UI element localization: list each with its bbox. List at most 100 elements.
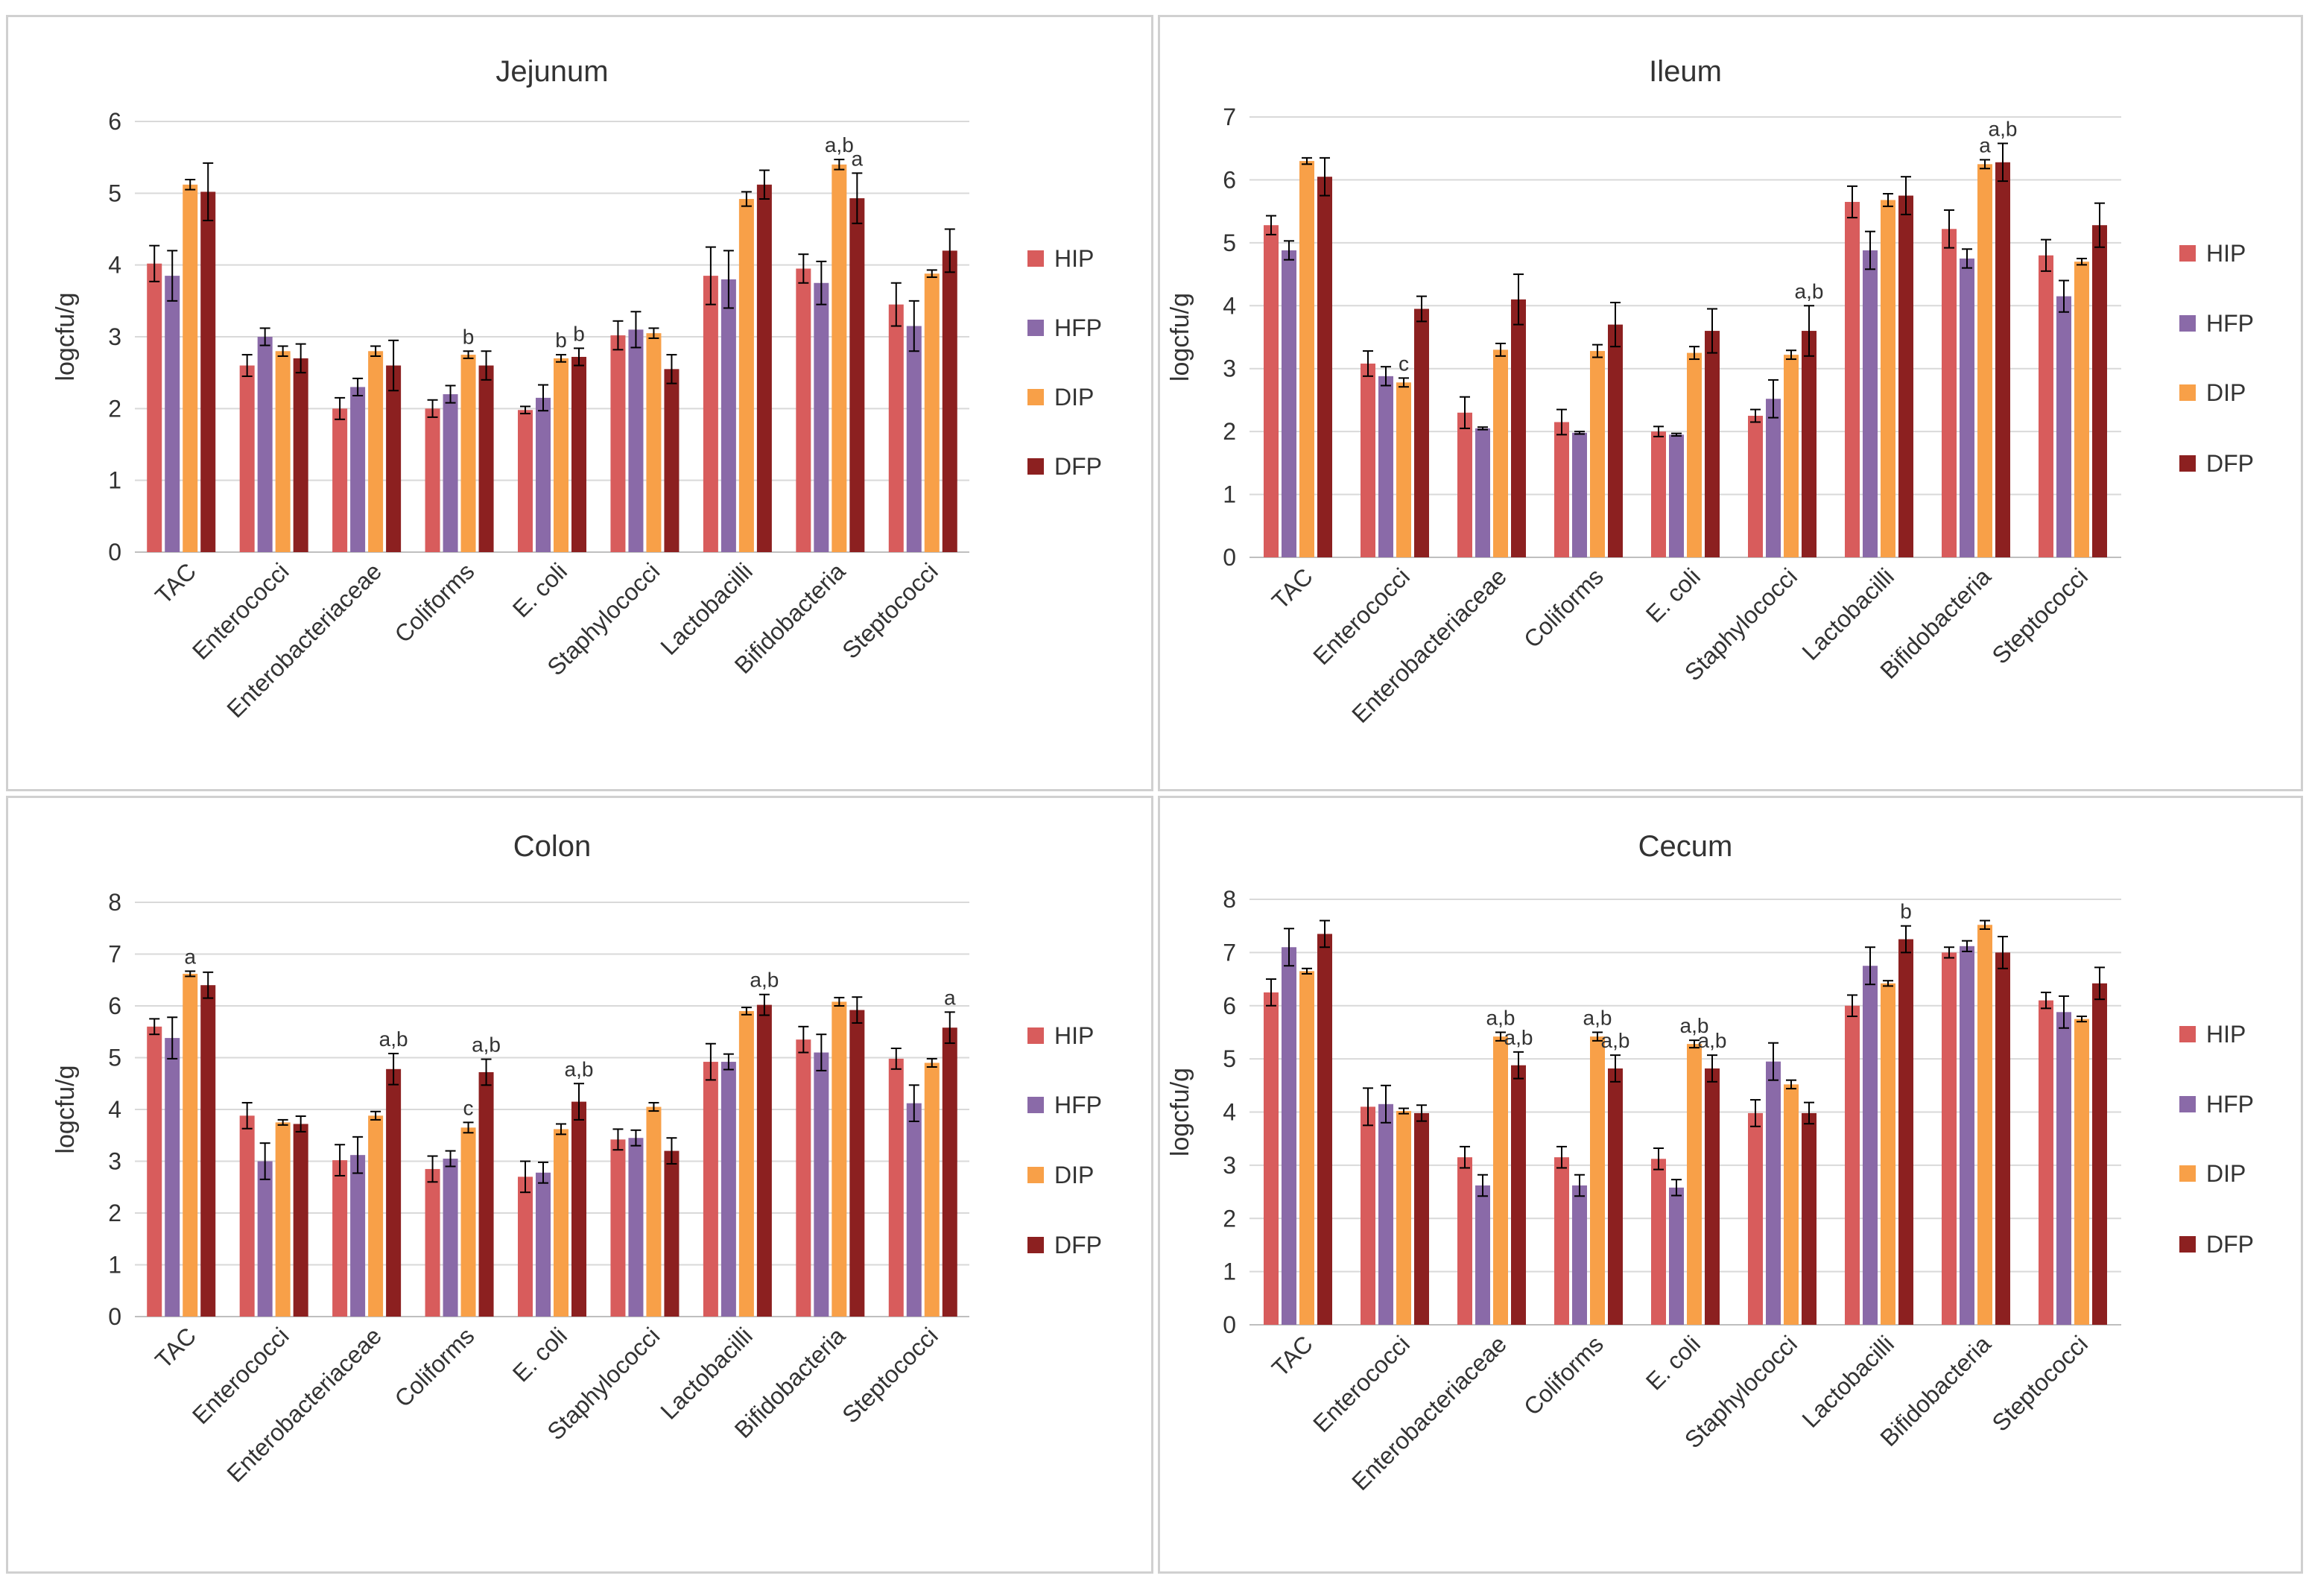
jejunum-bar-enterobacteriaceae-hip xyxy=(332,408,348,552)
jejunum-bar-coliforms-hfp xyxy=(443,394,458,552)
cecum-category-label: Enterococci xyxy=(1308,1330,1415,1437)
jejunum-bar-staphylococci-dip xyxy=(646,333,662,552)
jejunum-bar-steptococci-hfp xyxy=(906,326,922,552)
colon-bar-e-coli-hip xyxy=(518,1177,533,1317)
colon-bar-e-coli-hfp xyxy=(536,1172,551,1317)
cecum-legend-label: DIP xyxy=(2206,1160,2246,1187)
cecum-bar-staphylococci-hip xyxy=(1748,1112,1763,1325)
jejunum-y-tick-label: 5 xyxy=(108,180,121,206)
cecum-bar-enterobacteriaceae-hip xyxy=(1457,1157,1472,1325)
ileum-y-tick-label: 7 xyxy=(1223,104,1236,130)
cecum-bar-bifidobacteria-hip xyxy=(1942,952,1957,1325)
jejunum-bar-tac-hfp xyxy=(165,276,180,552)
panel-cecum: Cecum 0 1 2 3 4 5 6 7 8 logcfu/g TAC Enterococci Ente… xyxy=(1158,796,2303,1574)
ileum-bar-tac-hfp xyxy=(1282,250,1296,557)
colon-bar-tac-hip xyxy=(147,1026,162,1317)
ileum-bar-enterococci-hfp xyxy=(1378,376,1393,557)
cecum-bar-coliforms-dip xyxy=(1590,1036,1605,1325)
ileum-bar-staphylococci-dfp xyxy=(1802,331,1817,557)
colon-bar-coliforms-dip xyxy=(460,1127,476,1317)
ileum-bar-lactobacilli-dip xyxy=(1881,200,1895,557)
ileum-bar-staphylococci-hip xyxy=(1748,416,1763,557)
cecum-y-tick-label: 3 xyxy=(1223,1152,1236,1179)
colon-bar-steptococci-hip xyxy=(888,1058,904,1317)
jejunum-bar-tac-dip xyxy=(183,184,198,553)
jejunum-bar-enterococci-dfp xyxy=(293,358,308,552)
jejunum-bar-tac-dfp xyxy=(200,191,216,552)
ileum-bar-steptococci-dip xyxy=(2074,262,2089,557)
ileum-bar-enterococci-dip xyxy=(1396,382,1411,557)
ileum-y-axis-label: logcfu/g xyxy=(1166,293,1194,381)
colon-bar-lactobacilli-hfp xyxy=(720,1062,736,1317)
colon-legend-swatch-dfp xyxy=(1027,1237,1044,1253)
ileum-y-tick-label: 6 xyxy=(1223,166,1236,193)
colon-bar-staphylococci-dip xyxy=(646,1106,662,1317)
colon-legend-swatch-hip xyxy=(1027,1027,1044,1044)
colon-y-tick-label: 1 xyxy=(108,1252,121,1279)
ileum-bar-staphylococci-hfp xyxy=(1766,399,1781,557)
jejunum-bar-bifidobacteria-dfp xyxy=(849,198,865,552)
jejunum-significance-label: b xyxy=(555,329,567,352)
jejunum-bar-coliforms-dip xyxy=(460,355,476,552)
cecum-y-tick-label: 8 xyxy=(1223,886,1236,913)
jejunum-bar-e-coli-dip xyxy=(554,358,568,552)
jejunum-category-label: Steptococci xyxy=(837,557,943,663)
jejunum-legend-label: HFP xyxy=(1054,314,1102,341)
cecum-legend-swatch-dip xyxy=(2179,1165,2196,1182)
colon-significance-label: c xyxy=(463,1096,474,1119)
ileum-legend-swatch-dip xyxy=(2179,384,2196,401)
jejunum-category-label: E. coli xyxy=(507,557,572,622)
jejunum-bar-lactobacilli-dfp xyxy=(756,184,772,553)
cecum-category-label: Steptococci xyxy=(1987,1330,2093,1436)
jejunum-bar-staphylococci-hfp xyxy=(628,329,644,552)
ileum-significance-label: c xyxy=(1399,352,1409,375)
colon-bar-lactobacilli-dfp xyxy=(756,1004,772,1317)
ileum-bar-e-coli-dip xyxy=(1687,352,1702,557)
ileum-category-label: Lactobacilli xyxy=(1797,563,1899,665)
jejunum-bar-enterococci-dip xyxy=(275,351,291,552)
cecum-bar-enterococci-dfp xyxy=(1414,1112,1429,1325)
ileum-bar-enterobacteriaceae-dip xyxy=(1493,349,1508,557)
ileum-bar-e-coli-hfp xyxy=(1669,434,1684,557)
cecum-bar-e-coli-hfp xyxy=(1669,1187,1684,1325)
colon-category-label: Lactobacilli xyxy=(655,1322,757,1424)
cecum-bar-lactobacilli-dip xyxy=(1881,983,1895,1325)
cecum-y-axis-label: logcfu/g xyxy=(1166,1068,1194,1156)
colon-chart-title: Colon xyxy=(513,830,592,863)
jejunum-significance-label: a,b xyxy=(825,133,854,156)
cecum-significance-label: a,b xyxy=(1680,1014,1709,1037)
colon-category-label: E. coli xyxy=(507,1322,572,1387)
colon-legend-label: DIP xyxy=(1054,1162,1094,1188)
ileum-y-tick-label: 3 xyxy=(1223,355,1236,382)
ileum-significance-label: a xyxy=(1979,133,1991,156)
colon-bar-coliforms-hfp xyxy=(443,1159,458,1317)
cecum-bar-tac-hip xyxy=(1264,992,1279,1325)
colon-y-tick-label: 0 xyxy=(108,1303,121,1330)
cecum-y-tick-label: 2 xyxy=(1223,1205,1236,1232)
cecum-bar-bifidobacteria-dfp xyxy=(1995,952,2010,1325)
jejunum-legend-label: HIP xyxy=(1054,245,1094,272)
ileum-bar-coliforms-dip xyxy=(1590,351,1605,557)
cecum-legend-swatch-dfp xyxy=(2179,1236,2196,1253)
colon-bar-enterococci-dfp xyxy=(293,1124,308,1317)
jejunum-category-label: Lactobacilli xyxy=(655,557,757,659)
cecum-y-tick-label: 7 xyxy=(1223,939,1236,966)
colon-bar-enterococci-dip xyxy=(275,1122,291,1317)
ileum-bar-enterobacteriaceae-hip xyxy=(1457,412,1472,557)
cecum-bar-enterobacteriaceae-dip xyxy=(1493,1036,1508,1325)
jejunum-legend-label: DIP xyxy=(1054,384,1094,411)
jejunum-legend-swatch-dip xyxy=(1027,389,1044,405)
ileum-bar-coliforms-hfp xyxy=(1572,432,1587,557)
cecum-legend-swatch-hfp xyxy=(2179,1096,2196,1112)
ileum-bar-steptococci-dfp xyxy=(2092,225,2107,557)
cecum-bar-coliforms-hip xyxy=(1554,1157,1569,1325)
cecum-significance-label: b xyxy=(1900,900,1912,923)
jejunum-y-axis-label: logcfu/g xyxy=(51,292,80,381)
ileum-y-tick-label: 5 xyxy=(1223,229,1236,256)
colon-bar-enterobacteriaceae-hfp xyxy=(350,1155,366,1317)
colon-legend-swatch-hfp xyxy=(1027,1097,1044,1113)
jejunum-bar-enterococci-hfp xyxy=(257,337,273,552)
colon-bar-steptococci-dfp xyxy=(942,1027,957,1317)
ileum-category-label: Coliforms xyxy=(1518,563,1609,653)
cecum-bar-steptococci-hfp xyxy=(2056,1012,2071,1325)
